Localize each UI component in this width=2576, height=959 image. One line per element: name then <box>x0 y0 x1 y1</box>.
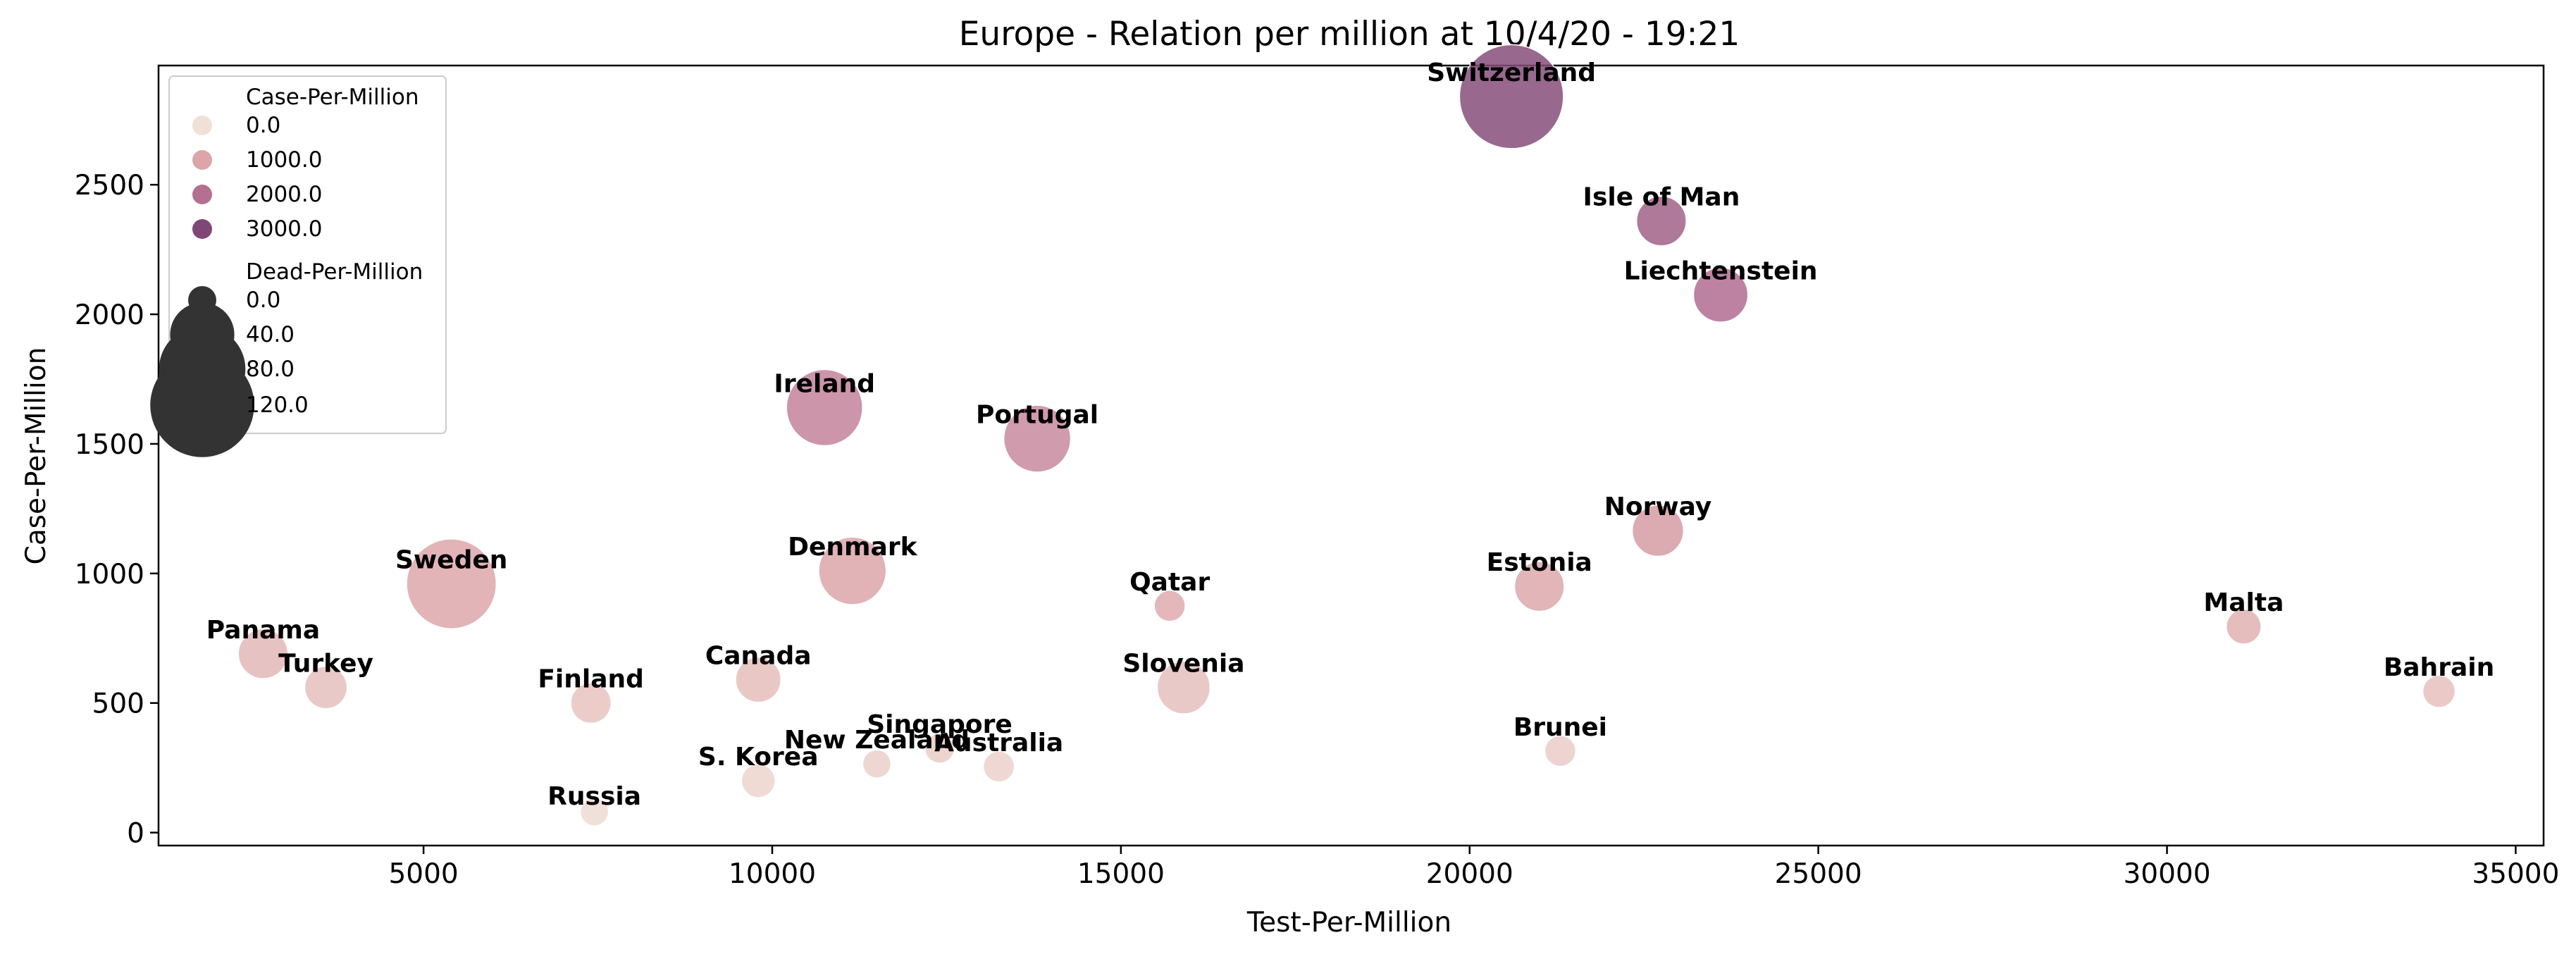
data-label: Liechtenstein <box>1624 256 1818 285</box>
data-label: Isle of Man <box>1583 183 1740 212</box>
data-label: Slovenia <box>1122 650 1244 679</box>
data-point <box>1153 590 1186 622</box>
legend-size-title: Dead-Per-Million <box>246 259 423 285</box>
plot-area <box>157 64 2545 847</box>
x-axis-ticks: 5000 10000 15000 20000 25000 30000 35000 <box>388 846 2559 890</box>
data-label: S. Korea <box>698 743 819 772</box>
data-label: Turkey <box>278 650 373 679</box>
legend-hue-label: 3000.0 <box>246 216 322 242</box>
legend-hue-marker <box>192 219 212 239</box>
y-axis-ticks: 0 500 1000 1500 2000 2500 <box>75 170 159 850</box>
legend-size-label: 40.0 <box>246 322 295 347</box>
data-point <box>982 750 1015 783</box>
x-tick-label: 15000 <box>1077 858 1165 890</box>
legend-hue-label: 2000.0 <box>246 182 322 207</box>
legend-hue-items: 0.0 1000.0 2000.0 3000.0 <box>192 113 322 242</box>
y-tick-label: 1000 <box>75 559 144 590</box>
data-point <box>818 536 887 605</box>
legend-hue-label: 0.0 <box>246 113 280 138</box>
data-point <box>237 628 289 679</box>
data-label: Norway <box>1604 493 1712 521</box>
data-point <box>2225 608 2262 645</box>
data-point <box>579 797 609 827</box>
data-label: Brunei <box>1513 713 1607 742</box>
data-label: Sweden <box>395 546 507 575</box>
data-label: Ireland <box>774 369 875 398</box>
data-point <box>735 656 782 703</box>
legend-hue-marker <box>192 185 212 204</box>
x-tick-label: 10000 <box>729 858 816 890</box>
data-point <box>924 733 955 764</box>
data-point <box>786 369 864 447</box>
x-tick-label: 35000 <box>2472 858 2559 890</box>
x-tick-label: 20000 <box>1426 858 1513 890</box>
x-tick-label: 5000 <box>388 858 458 890</box>
legend-hue-label: 1000.0 <box>246 147 322 173</box>
data-label: Russia <box>547 782 641 811</box>
data-label: Denmark <box>788 533 917 562</box>
data-label: New Zealand <box>784 726 970 755</box>
y-tick-label: 1500 <box>75 429 144 461</box>
legend-hue-title: Case-Per-Million <box>246 85 419 110</box>
legend-size-label: 80.0 <box>246 357 295 382</box>
data-point <box>1635 195 1687 247</box>
data-labels-layer: Switzerland Isle of Man Liechtenstein Irela… <box>206 58 2494 811</box>
data-point <box>304 665 348 710</box>
data-label: Panama <box>206 616 320 645</box>
y-tick-label: 500 <box>92 688 144 720</box>
data-point <box>1003 404 1072 473</box>
data-point <box>1459 44 1564 149</box>
legend-box <box>168 75 447 434</box>
data-point <box>570 682 612 724</box>
y-tick-label: 2000 <box>75 299 144 331</box>
legend-size-marker <box>150 353 254 457</box>
data-label: Estonia <box>1487 548 1592 577</box>
y-axis-label: Case-Per-Million <box>20 347 52 565</box>
data-point <box>1513 561 1565 612</box>
data-point <box>1631 505 1685 557</box>
data-point <box>741 763 776 798</box>
data-point <box>1544 735 1577 767</box>
data-point <box>406 538 497 629</box>
legend-hue-marker <box>192 150 212 170</box>
legend-size-items: 0.0 40.0 80.0 120.0 <box>150 286 309 457</box>
data-label: Singapore <box>867 710 1013 739</box>
data-label: Portugal <box>976 401 1098 430</box>
data-point <box>1692 267 1749 323</box>
legend-size-label: 120.0 <box>246 392 309 418</box>
data-label: Bahrain <box>2384 653 2494 682</box>
legend-hue-marker <box>192 116 212 135</box>
x-tick-label: 30000 <box>2123 858 2210 890</box>
legend: Case-Per-Million 0.0 1000.0 2000.0 3000.0 D… <box>150 75 447 457</box>
data-point <box>862 749 892 779</box>
chart-title: Europe - Relation per million at 10/4/20… <box>959 15 1740 54</box>
y-tick-label: 2500 <box>75 170 144 202</box>
legend-size-label: 0.0 <box>246 287 280 313</box>
data-label: Malta <box>2203 588 2284 617</box>
x-tick-label: 25000 <box>1775 858 1862 890</box>
data-point <box>1156 660 1211 714</box>
data-point <box>2422 674 2456 708</box>
data-label: Canada <box>705 642 812 671</box>
x-axis-label: Test-Per-Million <box>1246 907 1451 939</box>
data-points-layer <box>237 44 2456 827</box>
data-label: Finland <box>538 665 644 694</box>
y-tick-label: 0 <box>127 818 144 850</box>
data-label: Switzerland <box>1427 58 1596 87</box>
data-label: Australia <box>934 729 1063 757</box>
data-label: Qatar <box>1129 568 1210 597</box>
